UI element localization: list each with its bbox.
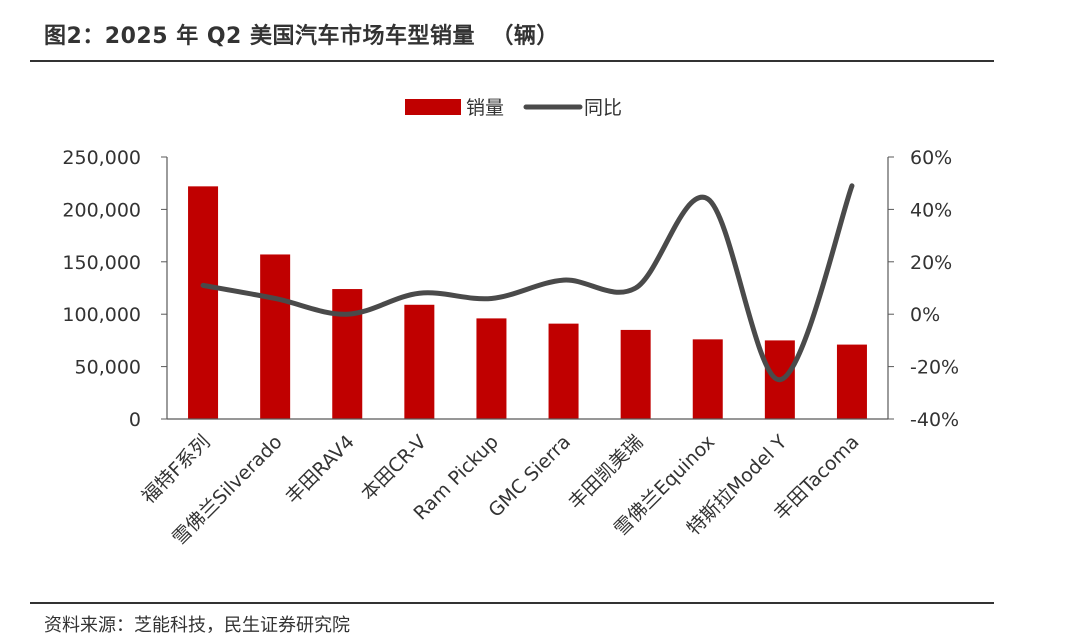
bar-series	[188, 186, 867, 419]
bar	[404, 304, 435, 419]
left-tick-label: 150,000	[62, 252, 141, 274]
line-path	[200, 183, 855, 383]
bar	[548, 323, 579, 419]
source-note: 资料来源：芝能科技，民生证券研究院	[44, 615, 350, 636]
legend: 销量 同比	[405, 97, 622, 119]
left-tick-label: 250,000	[62, 147, 141, 169]
left-axis: 0 50,000 100,000 150,000 200,000 250,000	[62, 147, 168, 431]
right-axis: -40% -20% 0% 20% 40% 60%	[887, 147, 959, 431]
bar	[260, 254, 291, 419]
legend-label-line: 同比	[584, 97, 622, 119]
bar	[620, 329, 651, 419]
bar	[476, 318, 507, 419]
bar	[836, 344, 867, 419]
bar	[332, 289, 363, 419]
left-tick-label: 100,000	[62, 304, 141, 326]
right-tick-label: 40%	[910, 199, 952, 221]
line-series	[200, 183, 855, 383]
legend-label-bar: 销量	[466, 97, 504, 119]
left-tick-label: 200,000	[62, 199, 141, 221]
top-rule	[30, 60, 994, 62]
right-tick-label: 0%	[910, 304, 940, 326]
bottom-rule	[30, 602, 994, 604]
bar	[692, 339, 723, 419]
chart: 销量 同比 0 50,000 100,000 150,000 200,000 250,000…	[62, 97, 959, 550]
bar	[188, 186, 219, 419]
category-label: 本田CR-V	[357, 431, 431, 505]
right-tick-label: 20%	[910, 252, 952, 274]
right-tick-label: 60%	[910, 147, 952, 169]
left-tick-label: 50,000	[75, 357, 141, 379]
right-tick-label: -40%	[910, 409, 959, 431]
category-label: 丰田RAV4	[281, 431, 358, 508]
figure-title: 图2：2025 年 Q2 美国汽车市场车型销量 （辆）	[44, 24, 559, 49]
category-label: 福特F系列	[138, 431, 215, 508]
legend-swatch-bar	[405, 99, 461, 115]
left-tick-label: 0	[129, 409, 141, 431]
right-tick-label: -20%	[910, 357, 959, 379]
